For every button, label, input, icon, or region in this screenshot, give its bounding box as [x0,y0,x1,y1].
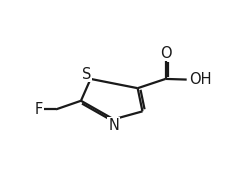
Text: N: N [108,118,119,133]
Text: O: O [160,46,171,61]
Text: F: F [35,102,43,117]
Text: OH: OH [189,72,212,87]
Text: S: S [82,67,91,82]
